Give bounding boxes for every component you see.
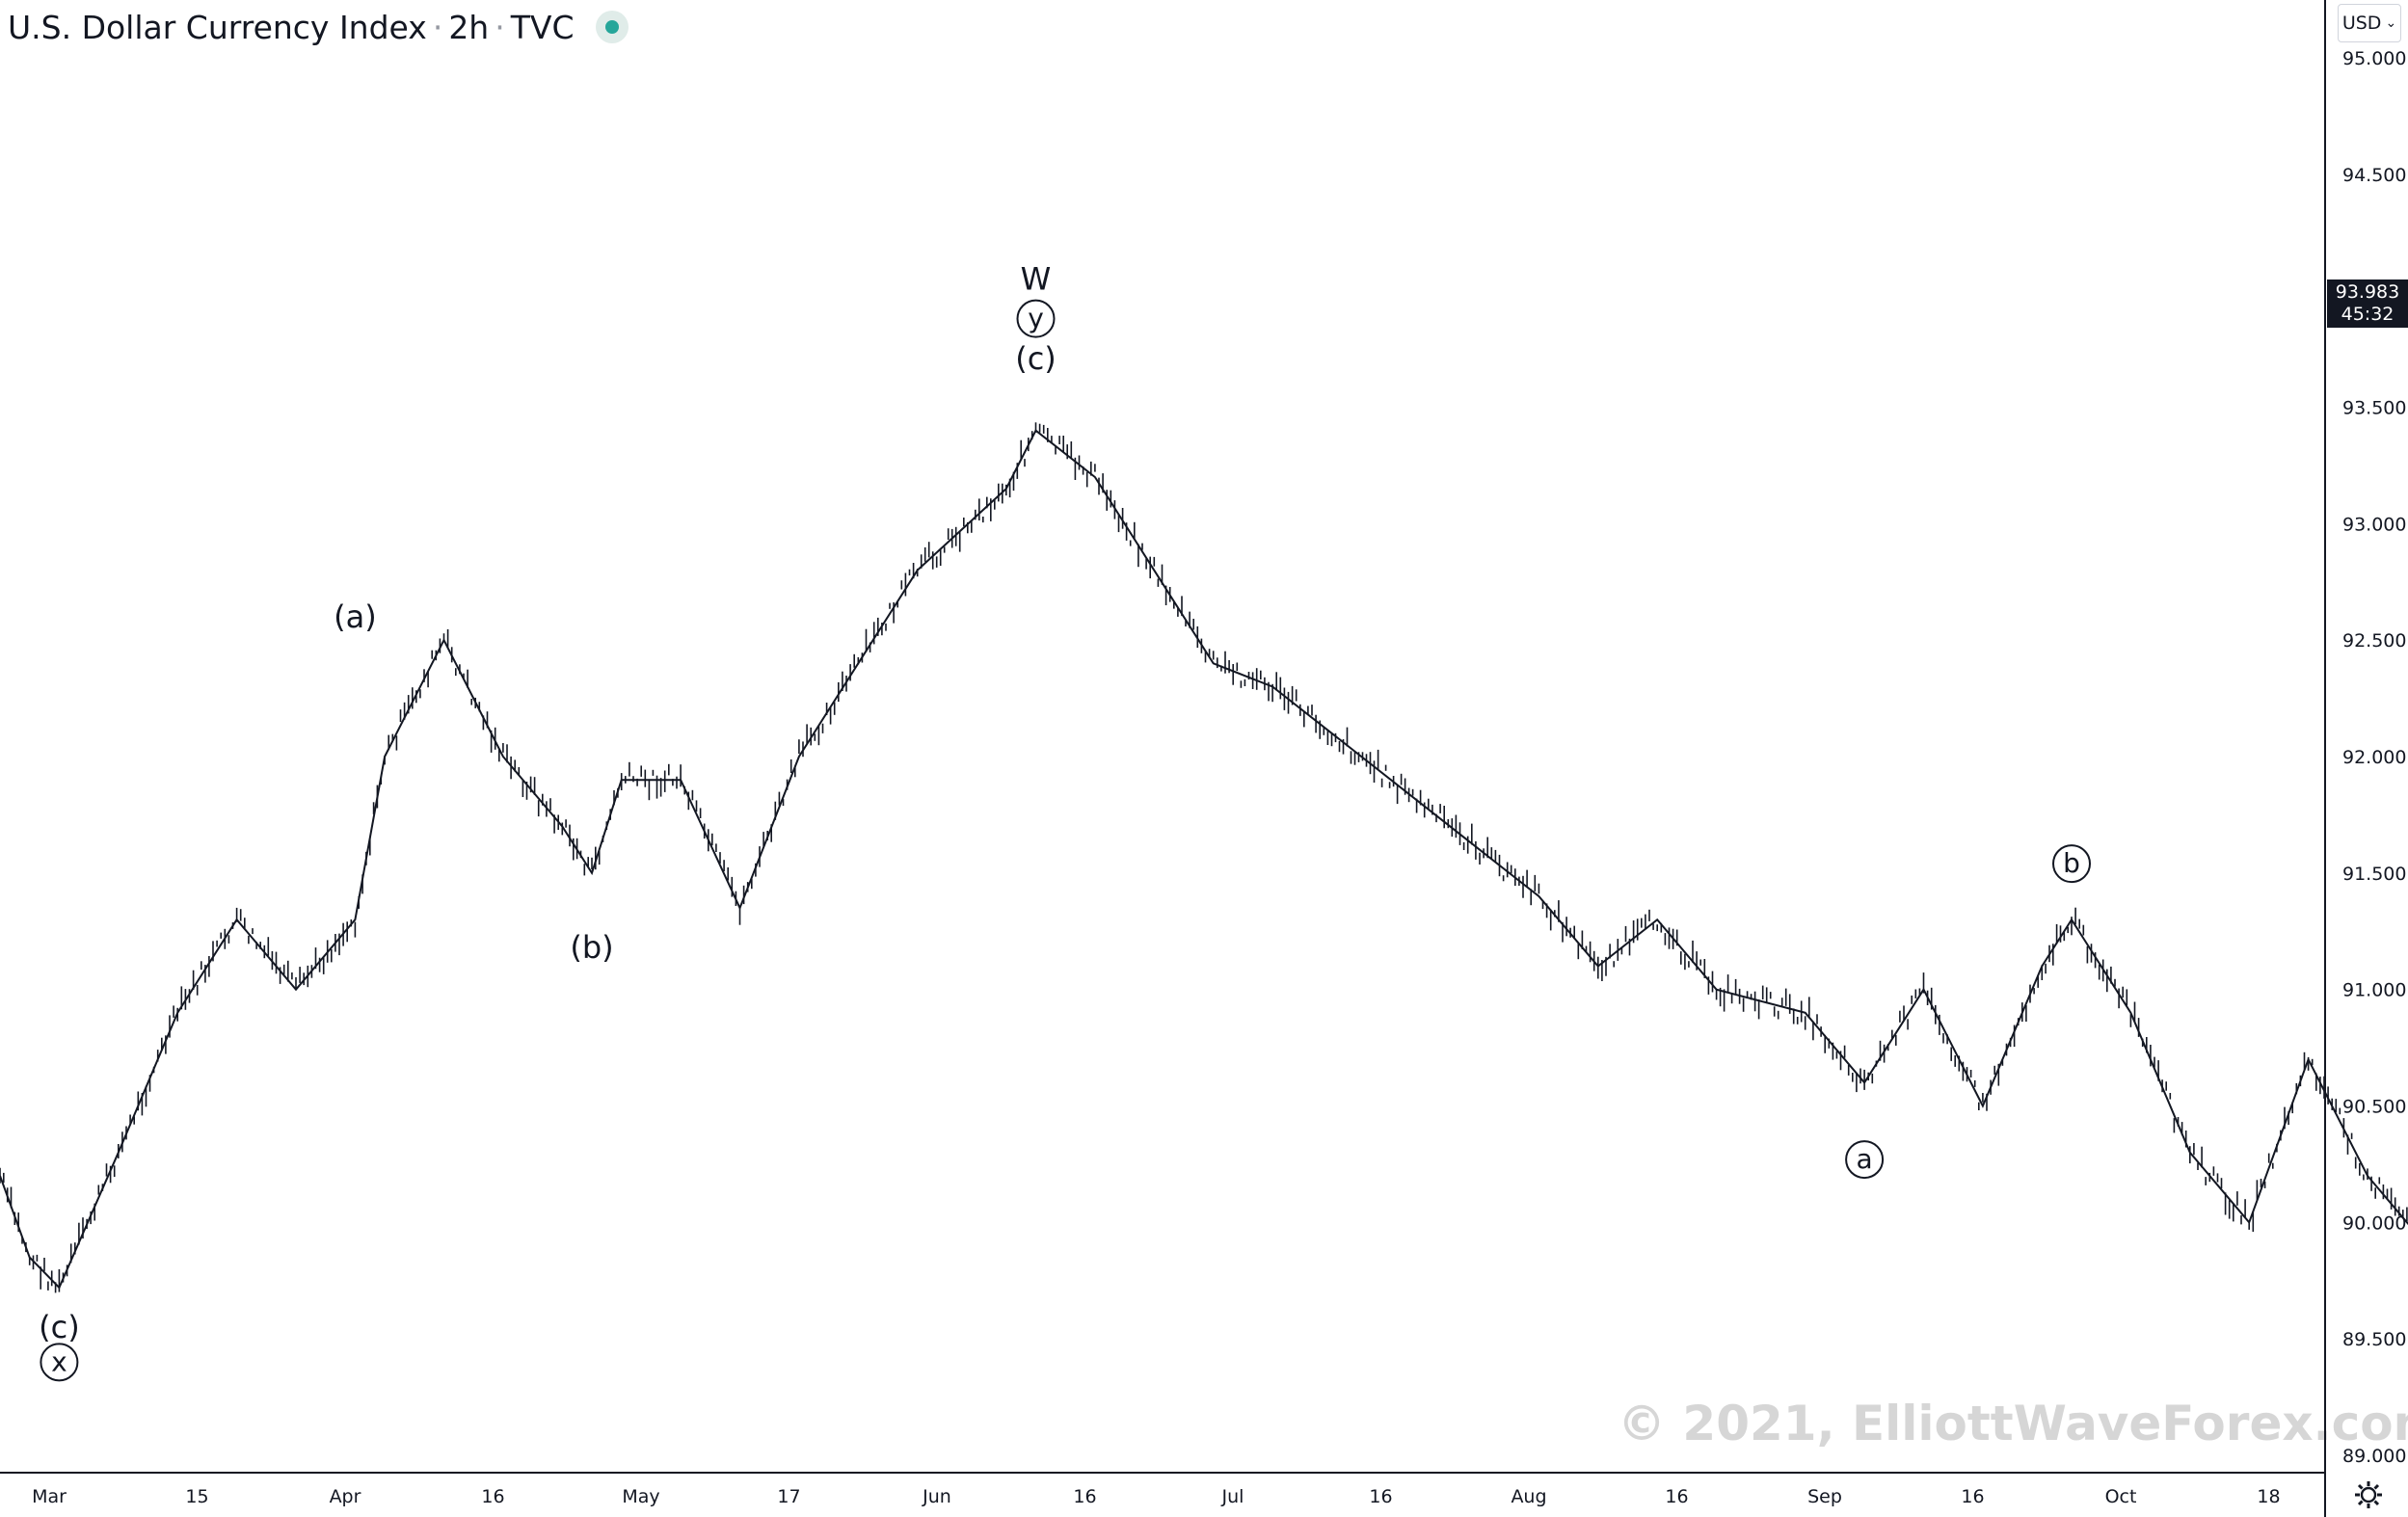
currency-button[interactable]: USD ⌄ bbox=[2338, 4, 2401, 42]
price-axis-label: 93.000 bbox=[2342, 514, 2406, 535]
wave-label: x bbox=[51, 1345, 67, 1377]
price-axis-label: 89.500 bbox=[2342, 1329, 2406, 1350]
wave-label: W bbox=[1021, 261, 1052, 298]
price-axis-label: 92.500 bbox=[2342, 630, 2406, 652]
price-axis[interactable]: 95.00094.50094.00093.50093.00092.50092.0… bbox=[2342, 48, 2406, 1467]
price-axis-label: 90.500 bbox=[2342, 1097, 2406, 1118]
time-axis[interactable]: Mar 15 Apr 16 May 17 Jun 16 Jul 16 Aug 16 Sep 16 Oct 18 bbox=[32, 1486, 2281, 1507]
separator: · bbox=[432, 8, 443, 46]
wave-label: a bbox=[1857, 1143, 1873, 1175]
symbol-name: U.S. Dollar Currency Index bbox=[8, 8, 427, 46]
wave-label-circle bbox=[1845, 1140, 1885, 1180]
price-axis-label: 90.000 bbox=[2342, 1212, 2406, 1234]
symbol-header[interactable]: U.S. Dollar Currency Index · 2h · TVC bbox=[8, 6, 629, 48]
time-axis-label: 16 bbox=[1961, 1486, 1984, 1507]
price-axis-label: 92.000 bbox=[2342, 747, 2406, 768]
time-axis-label: Aug bbox=[1511, 1486, 1546, 1507]
wave-label-circle bbox=[40, 1343, 79, 1382]
wave-label: y bbox=[1028, 303, 1044, 334]
price-series bbox=[0, 422, 2408, 1293]
time-axis-label: Sep bbox=[1807, 1486, 1842, 1507]
separator: · bbox=[495, 8, 505, 46]
time-axis-label: 15 bbox=[185, 1486, 208, 1507]
gear-icon[interactable] bbox=[2354, 1480, 2383, 1509]
watermark: © 2021, ElliottWaveForex.com bbox=[1618, 1396, 2408, 1451]
time-axis-label: 16 bbox=[1665, 1486, 1688, 1507]
price-axis-label: 89.000 bbox=[2342, 1446, 2406, 1467]
time-axis-label: 16 bbox=[1369, 1486, 1392, 1507]
currency-label: USD bbox=[2341, 13, 2382, 34]
interval-label[interactable]: 2h bbox=[448, 8, 490, 46]
time-axis-label: Oct bbox=[2105, 1486, 2137, 1507]
wave-label: b bbox=[2063, 847, 2080, 879]
price-axis-label: 95.000 bbox=[2342, 48, 2406, 69]
wave-annotations: (c)x(a)(b)Wy(c)abcXab(2)Yc bbox=[39, 261, 2091, 1382]
price-line bbox=[0, 429, 2408, 1290]
wave-label: (c) bbox=[39, 1309, 80, 1345]
wave-label: (a) bbox=[334, 599, 377, 635]
time-axis-label: 16 bbox=[481, 1486, 504, 1507]
time-axis-label: 16 bbox=[1073, 1486, 1096, 1507]
wave-label-circle bbox=[2052, 844, 2091, 884]
last-price-tag: 93.983 45:32 bbox=[2327, 279, 2408, 328]
exchange-label: TVC bbox=[510, 8, 575, 46]
time-axis-label: Apr bbox=[330, 1486, 361, 1507]
wave-label-circle bbox=[1016, 299, 1056, 338]
time-axis-label: Mar bbox=[32, 1486, 67, 1507]
price-axis-label: 91.000 bbox=[2342, 980, 2406, 1001]
wave-label: (c) bbox=[1015, 340, 1057, 377]
time-axis-label: Jun bbox=[922, 1486, 951, 1507]
chevron-down-icon: ⌄ bbox=[2385, 15, 2397, 31]
price-axis-label: 94.500 bbox=[2342, 165, 2406, 186]
time-axis-label: May bbox=[622, 1486, 659, 1507]
time-axis-label: Jul bbox=[1221, 1486, 1244, 1507]
bar-countdown: 45:32 bbox=[2341, 304, 2395, 325]
market-status-icon[interactable] bbox=[595, 11, 629, 43]
time-axis-label: 17 bbox=[777, 1486, 800, 1507]
wave-label: (b) bbox=[570, 929, 613, 966]
last-price: 93.983 bbox=[2335, 281, 2400, 303]
price-axis-label: 91.500 bbox=[2342, 864, 2406, 885]
price-axis-label: 93.500 bbox=[2342, 398, 2406, 419]
time-axis-label: 18 bbox=[2257, 1486, 2280, 1507]
